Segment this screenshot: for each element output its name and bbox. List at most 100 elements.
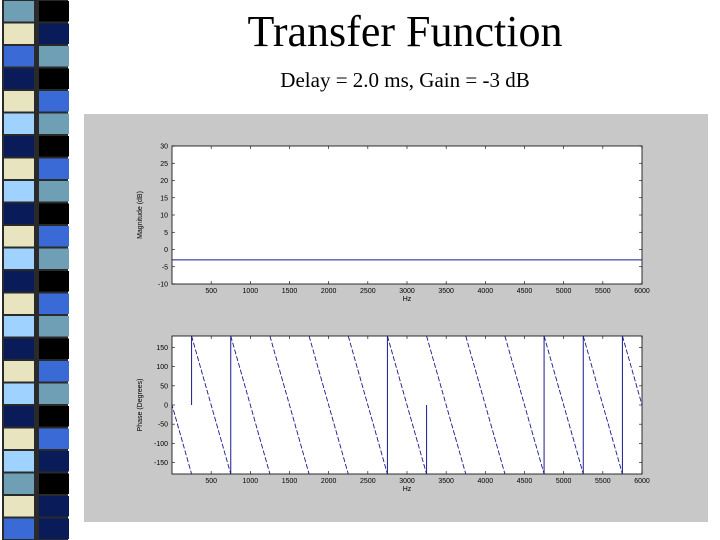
subplot-2: 500 1000 1500 2000 2500 3000 3500 4000 4500 5000 5… <box>137 335 701 493</box>
transfer-function-plots: 500 1000 1500 2000 2500 3000 3500 4000 4500 5000 5… <box>137 144 701 494</box>
stripe-block <box>39 91 69 112</box>
decorative-stripe <box>2 0 69 540</box>
x-tick-label: 4000 <box>478 288 494 295</box>
subplot-1: 500 1000 1500 2000 2500 3000 3500 4000 4500 5000 5… <box>137 144 650 304</box>
plot-area <box>171 145 643 285</box>
stripe-block <box>39 46 69 67</box>
x-tick-label: 1500 <box>282 478 298 485</box>
phase-segment <box>662 336 701 474</box>
y-tick-label: 15 <box>160 195 168 202</box>
x-tick-label: 2500 <box>360 288 376 295</box>
x-tick-label: 2500 <box>360 478 376 485</box>
stripe-block <box>39 383 69 404</box>
x-tick-label: 5000 <box>556 478 572 485</box>
stripe-block <box>39 338 69 359</box>
x-tick-label: 3000 <box>399 478 415 485</box>
stripe-block <box>4 451 34 472</box>
x-tick-label: 1500 <box>282 288 298 295</box>
x-tick-label: 1000 <box>243 288 259 295</box>
stripe-block <box>39 136 69 157</box>
stripe-block <box>39 293 69 314</box>
stripe-block <box>39 158 69 179</box>
stripe-block <box>4 338 34 359</box>
phase-segment <box>386 336 428 474</box>
y-tick-label: 25 <box>160 161 168 168</box>
phase-segment <box>504 336 545 474</box>
phase-series <box>172 336 701 474</box>
x-tick-label: 3500 <box>438 478 454 485</box>
y-tick-label: 0 <box>164 247 168 254</box>
stripe-block <box>39 248 69 269</box>
stripe-block <box>4 113 34 134</box>
stripe-block <box>39 181 69 202</box>
stripe-block <box>39 203 69 224</box>
x-tick-label: 4000 <box>478 478 494 485</box>
y-tick-label: -50 <box>158 422 168 429</box>
x-tick-label: 3500 <box>438 288 454 295</box>
stripe-block <box>4 203 34 224</box>
phase-segment <box>191 336 232 474</box>
phase-segment <box>426 336 467 474</box>
stripe-block <box>4 428 34 449</box>
stripe-block <box>4 316 34 337</box>
stripe-block <box>4 181 34 202</box>
phase-segment <box>347 336 388 474</box>
stripe-block <box>4 226 34 247</box>
x-tick-label: 500 <box>205 288 217 295</box>
stripe-block <box>39 518 69 539</box>
y-tick-label: -150 <box>154 460 168 467</box>
stripe-block <box>39 68 69 89</box>
x-tick-label: 2000 <box>321 478 337 485</box>
stripe-block <box>4 23 34 44</box>
x-tick-label: 2000 <box>321 288 337 295</box>
stripe-block <box>39 1 69 22</box>
stripe-block <box>4 91 34 112</box>
x-axis-label: Hz <box>403 296 412 303</box>
figure-panel: 500 1000 1500 2000 2500 3000 3500 4000 4500 5000 5… <box>84 114 708 522</box>
phase-segment <box>172 403 193 474</box>
phase-segment <box>308 336 349 474</box>
slide-subtitle: Delay = 2.0 ms, Gain = -3 dB <box>280 68 530 92</box>
stripe-block <box>39 316 69 337</box>
x-tick-label: 5000 <box>556 288 572 295</box>
x-tick-label: 5500 <box>595 288 611 295</box>
x-tick-label: 1000 <box>243 478 259 485</box>
stripe-block <box>39 226 69 247</box>
stripe-block <box>4 361 34 382</box>
stripe-block <box>39 451 69 472</box>
stripe-block <box>4 136 34 157</box>
slide-title: Transfer Function <box>247 7 563 56</box>
x-tick-label: 500 <box>205 478 217 485</box>
x-tick-label: 4500 <box>517 288 533 295</box>
stripe-block <box>4 473 34 494</box>
phase-segment <box>621 336 642 407</box>
y-tick-label: 5 <box>164 230 168 237</box>
stripe-block <box>4 68 34 89</box>
y-tick-label: 30 <box>160 144 168 151</box>
stripe-block <box>39 406 69 427</box>
phase-segment <box>543 336 584 474</box>
x-tick-label: 3000 <box>399 288 415 295</box>
stripe-block <box>39 271 69 292</box>
y-tick-label: 150 <box>156 345 168 352</box>
stripe-block <box>4 293 34 314</box>
stripe-block <box>4 1 34 22</box>
stripe-block <box>39 473 69 494</box>
stripe-block <box>39 428 69 449</box>
stripe-block <box>39 361 69 382</box>
stripe-block <box>4 518 34 539</box>
x-tick-label: 6000 <box>634 478 650 485</box>
y-tick-label: 50 <box>160 383 168 390</box>
stripe-block <box>39 23 69 44</box>
stripe-block <box>4 248 34 269</box>
x-axis-label: Hz <box>403 486 412 493</box>
phase-segment <box>582 336 623 474</box>
stripe-block <box>4 496 34 517</box>
y-axis-label: Magnitude (dB) <box>137 191 144 239</box>
stripe-block <box>4 158 34 179</box>
phase-segment <box>230 336 271 474</box>
x-tick-label: 4500 <box>517 478 533 485</box>
stripe-block <box>4 383 34 404</box>
y-tick-label: -100 <box>154 441 168 448</box>
y-tick-label: 20 <box>160 178 168 185</box>
